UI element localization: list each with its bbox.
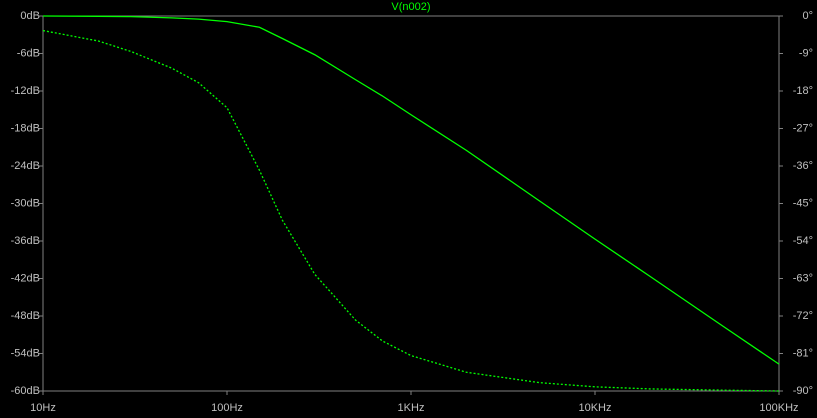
y2-tick-label: -72°	[793, 310, 813, 322]
y-tick-label: -54dB	[11, 347, 40, 359]
y-tick-label: -24dB	[11, 160, 40, 172]
y-tick-label: 0dB	[20, 10, 40, 22]
y2-tick-label: -36°	[793, 160, 813, 172]
x-tick-label: 10KHz	[578, 402, 611, 414]
y2-tick-label: -90°	[793, 385, 813, 397]
y-tick-label: -42dB	[11, 272, 40, 284]
y-tick-label: -60dB	[11, 385, 40, 397]
y2-tick-label: -81°	[793, 347, 813, 359]
y2-tick-label: -9°	[799, 47, 813, 59]
y2-tick-label: -18°	[793, 85, 813, 97]
x-tick-label: 1KHz	[398, 402, 425, 414]
y-tick-label: -6dB	[17, 47, 40, 59]
trace-label: V(n002)	[391, 1, 430, 13]
y2-tick-label: -54°	[793, 235, 813, 247]
magnitude-trace	[42, 15, 780, 365]
x-tick-label: 10Hz	[30, 402, 56, 414]
y-tick-label: -36dB	[11, 235, 40, 247]
x-tick-label: 100KHz	[759, 402, 798, 414]
y2-tick-label: -63°	[793, 272, 813, 284]
phase-trace	[42, 29, 780, 392]
y-tick-label: -48dB	[11, 310, 40, 322]
y2-tick-label: 0°	[802, 10, 813, 22]
y2-tick-label: -45°	[793, 197, 813, 209]
y-tick-label: -12dB	[11, 85, 40, 97]
plot-frame	[42, 15, 780, 392]
y-tick-label: -30dB	[11, 197, 40, 209]
x-tick-label: 100Hz	[211, 402, 243, 414]
y2-tick-label: -27°	[793, 122, 813, 134]
y-tick-label: -18dB	[11, 122, 40, 134]
